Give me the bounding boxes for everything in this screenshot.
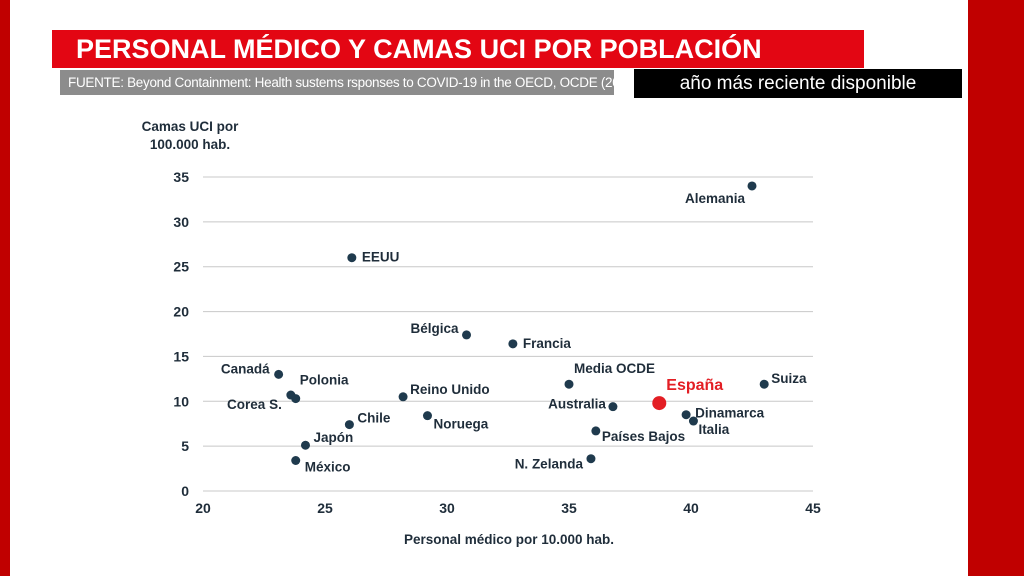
point-label-media-ocde: Media OCDE — [574, 361, 655, 376]
data-point-mexico — [291, 455, 301, 465]
y-tick-label: 0 — [181, 483, 189, 499]
point-label-noruega: Noruega — [433, 417, 488, 432]
point-label-francia: Francia — [523, 336, 572, 351]
point-label-italia: Italia — [698, 422, 729, 437]
x-tick-label: 30 — [439, 500, 455, 516]
left-border — [0, 0, 10, 576]
note-badge: año más reciente disponible — [634, 69, 962, 98]
y-tick-label: 30 — [173, 214, 189, 230]
x-tick-label: 25 — [317, 500, 333, 516]
point-label-paises-bajos: Países Bajos — [602, 429, 685, 444]
data-point-italia — [688, 416, 698, 426]
data-point-canada — [274, 369, 284, 379]
point-label-australia: Australia — [548, 397, 606, 412]
data-point-n-zelanda — [586, 454, 596, 464]
data-point-dinamarca — [681, 410, 691, 420]
data-point-media-ocde — [564, 379, 574, 389]
data-point-eeuu — [347, 253, 357, 263]
point-label-mexico: México — [305, 459, 351, 474]
data-point-noruega — [422, 411, 432, 421]
x-tick-label: 45 — [805, 500, 821, 516]
data-point-japon — [300, 440, 310, 450]
point-label-belgica: Bélgica — [410, 321, 459, 336]
point-label-chile: Chile — [357, 411, 390, 426]
x-axis-label: Personal médico por 10.000 hab. — [404, 532, 614, 547]
y-axis-label-line-2: 100.000 hab. — [150, 137, 230, 152]
source-caption: FUENTE: Beyond Containment: Health suste… — [60, 70, 614, 95]
data-point-reino-unido — [398, 392, 408, 402]
x-tick-label: 35 — [561, 500, 577, 516]
page-title: PERSONAL MÉDICO Y CAMAS UCI POR POBLACIÓ… — [52, 30, 864, 68]
point-label-eeuu: EEUU — [362, 250, 400, 265]
grid-lines — [203, 176, 813, 492]
point-label-suiza: Suiza — [771, 371, 807, 386]
data-points: Alemania EEUU Bélgica Francia Canadá Polonia C… — [221, 181, 807, 474]
x-tick-label: 20 — [195, 500, 211, 516]
point-label-espana: España — [666, 377, 723, 394]
data-point-paises-bajos — [591, 426, 601, 436]
data-point-espana — [652, 396, 667, 411]
point-label-corea-s: Corea S. — [227, 397, 282, 412]
y-tick-label: 20 — [173, 304, 189, 320]
data-point-belgica — [462, 330, 472, 340]
point-label-polonia: Polonia — [300, 373, 349, 388]
data-point-australia — [608, 402, 618, 412]
y-tick-label: 5 — [181, 438, 189, 454]
data-point-chile — [344, 420, 354, 430]
point-label-canada: Canadá — [221, 361, 270, 376]
right-border — [968, 0, 1024, 576]
point-label-reino-unido: Reino Unido — [410, 382, 490, 397]
point-label-n-zelanda: N. Zelanda — [515, 457, 584, 472]
x-tick-label: 40 — [683, 500, 699, 516]
y-tick-label: 25 — [173, 259, 189, 275]
point-label-alemania: Alemania — [685, 191, 746, 206]
data-point-corea-s — [286, 390, 296, 400]
data-point-francia — [508, 339, 518, 349]
y-tick-label: 15 — [173, 348, 189, 364]
y-tick-label: 35 — [173, 169, 189, 185]
point-label-japon: Japón — [313, 430, 353, 445]
data-point-alemania — [747, 181, 757, 191]
y-tick-label: 10 — [173, 393, 189, 409]
point-label-dinamarca: Dinamarca — [695, 406, 765, 421]
data-point-suiza — [759, 379, 769, 389]
axis-ticks: 0 5 10 15 20 25 30 35 20 25 30 35 40 45 — [173, 169, 821, 516]
y-axis-label-line-1: Camas UCI por — [142, 119, 240, 134]
